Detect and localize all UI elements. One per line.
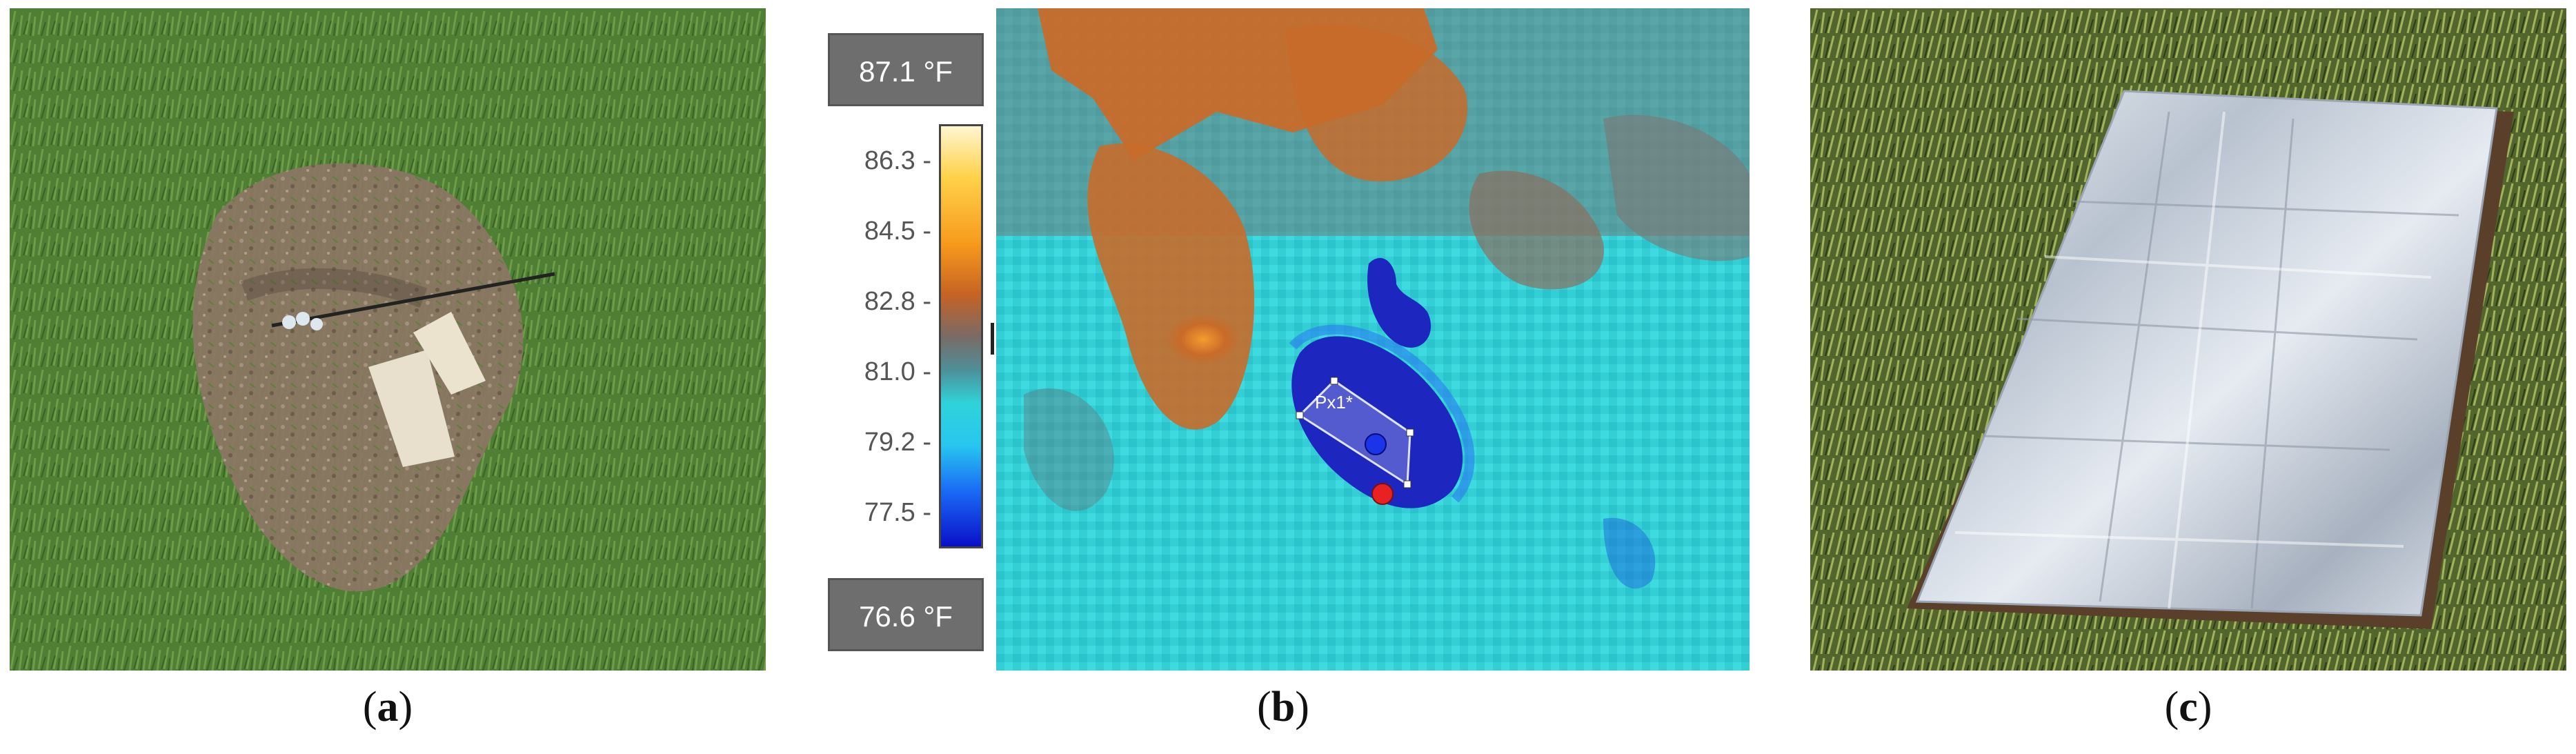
scale-tick-label: 81.0 - xyxy=(864,357,931,386)
foil-reflector-image xyxy=(1810,8,2566,671)
hot-marker-red xyxy=(1371,483,1394,505)
scale-tick-label: 82.8 - xyxy=(864,287,931,316)
scale-tick-label: 77.5 - xyxy=(864,498,931,527)
min-temp-box: 76.6 °F xyxy=(828,578,984,651)
scale-tick-label: 79.2 - xyxy=(864,428,931,457)
scale-tick-label: 84.5 - xyxy=(864,217,931,246)
scale-marker xyxy=(991,323,994,355)
cold-target-small xyxy=(1367,257,1431,348)
panel-a-aerial-photo xyxy=(10,8,766,671)
thermal-image: Px1* xyxy=(996,8,1750,671)
max-temp-value: 87.1 °F xyxy=(859,55,953,88)
thermal-colorbar xyxy=(939,124,983,548)
min-temp-value: 76.6 °F xyxy=(859,600,953,633)
cold-marker-blue xyxy=(1365,433,1387,455)
caption-c: (c) xyxy=(2164,684,2212,731)
panel-b-thermal-image: Px1* xyxy=(996,8,1750,671)
aerial-photo-image xyxy=(10,8,766,671)
scale-tick-label: 86.3 - xyxy=(864,146,931,175)
roi-label: Px1* xyxy=(1315,392,1353,413)
panel-c-foil-photo xyxy=(1810,8,2566,671)
caption-a: (a) xyxy=(362,684,413,731)
sensor-cluster xyxy=(282,312,323,330)
roi-polygon xyxy=(1296,377,1414,488)
caption-b: (b) xyxy=(1257,684,1309,731)
max-temp-box: 87.1 °F xyxy=(828,33,984,106)
